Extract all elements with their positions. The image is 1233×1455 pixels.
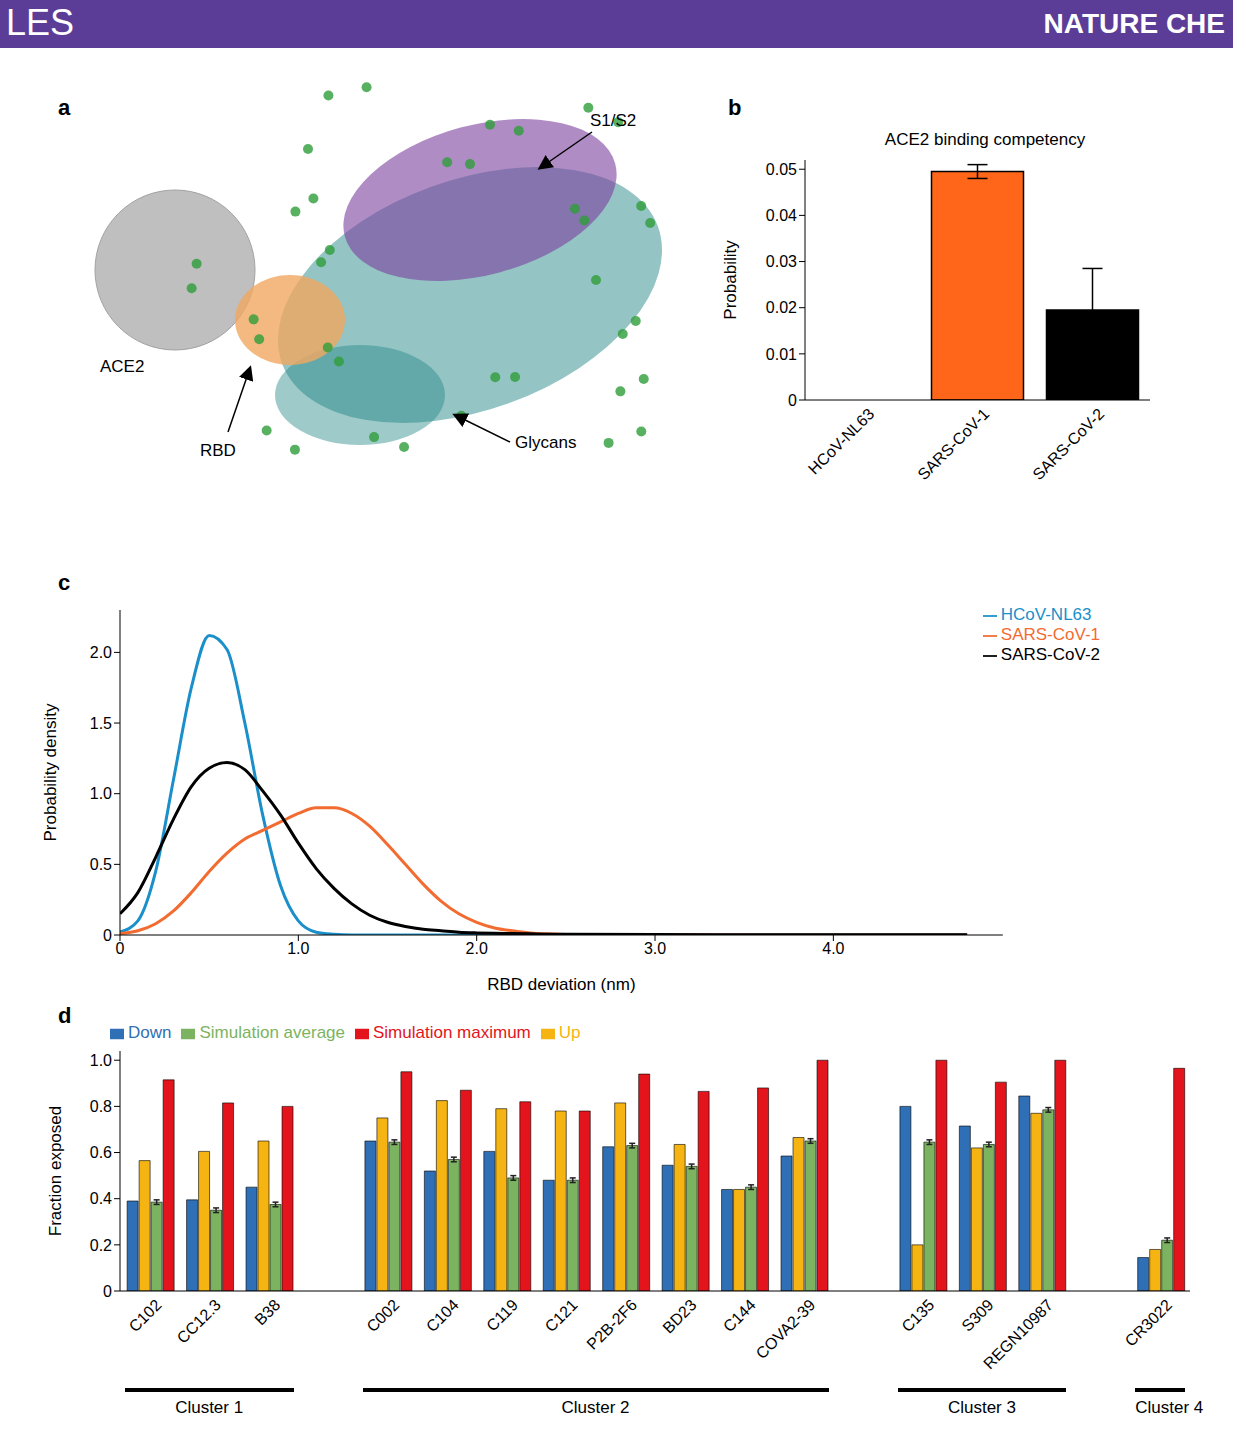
- svg-text:0: 0: [788, 392, 797, 409]
- svg-text:1.0: 1.0: [90, 785, 112, 802]
- html-text:SARS-CoV-1: SARS-CoV-1: [1000, 625, 1100, 644]
- svg-text:HCoV-NL63: HCoV-NL63: [805, 405, 877, 477]
- svg-text:SARS-CoV-2: SARS-CoV-2: [1029, 405, 1107, 483]
- html-text:d: d: [58, 1003, 72, 1028]
- html-text:LES: LES: [6, 2, 74, 43]
- svg-text:SARS-CoV-1: SARS-CoV-1: [914, 405, 992, 483]
- html-text:Cluster 3: Cluster 3: [947, 1398, 1016, 1417]
- html-text:Up: Up: [558, 1023, 581, 1042]
- svg-text:0.5: 0.5: [90, 856, 112, 873]
- svg-text:P2B-2F6: P2B-2F6: [583, 1296, 640, 1353]
- svg-text:4.0: 4.0: [822, 940, 844, 957]
- svg-text:0.8: 0.8: [90, 1098, 112, 1115]
- svg-text:0: 0: [116, 940, 125, 957]
- svg-text:BD23: BD23: [659, 1296, 699, 1336]
- html-text:ACE2 binding competency: ACE2 binding competency: [884, 130, 1086, 149]
- svg-text:RBD: RBD: [200, 441, 236, 460]
- svg-text:0.01: 0.01: [766, 346, 797, 363]
- svg-text:0: 0: [103, 1283, 112, 1300]
- svg-text:C144: C144: [720, 1296, 759, 1335]
- svg-text:0.04: 0.04: [766, 207, 797, 224]
- svg-text:2.0: 2.0: [466, 940, 488, 957]
- html-text:Cluster 2: Cluster 2: [561, 1398, 630, 1417]
- html-text:b: b: [728, 95, 742, 120]
- html-text:HCoV-NL63: HCoV-NL63: [1000, 605, 1092, 624]
- svg-text:RBD deviation (nm): RBD deviation (nm): [487, 975, 635, 994]
- html-text:NATURE CHE: NATURE CHE: [1043, 8, 1225, 39]
- html-text:c: c: [58, 570, 71, 595]
- svg-text:0: 0: [103, 927, 112, 944]
- html-text:Cluster 1: Cluster 1: [175, 1398, 244, 1417]
- svg-text:0.03: 0.03: [766, 253, 797, 270]
- svg-text:C102: C102: [126, 1296, 165, 1335]
- svg-text:1.0: 1.0: [90, 1052, 112, 1069]
- svg-text:C119: C119: [483, 1296, 521, 1334]
- svg-text:ACE2: ACE2: [100, 357, 144, 376]
- svg-text:C104: C104: [423, 1296, 462, 1335]
- svg-text:0.6: 0.6: [90, 1144, 112, 1161]
- svg-text:S309: S309: [958, 1296, 997, 1335]
- svg-text:C121: C121: [542, 1296, 581, 1335]
- svg-text:S1/S2: S1/S2: [590, 111, 636, 130]
- svg-text:Probability: Probability: [721, 240, 740, 320]
- svg-text:1.0: 1.0: [287, 940, 309, 957]
- svg-text:1.5: 1.5: [90, 715, 112, 732]
- svg-text:0.4: 0.4: [90, 1190, 112, 1207]
- svg-text:B38: B38: [251, 1296, 283, 1328]
- svg-text:CR3022: CR3022: [1122, 1296, 1176, 1350]
- html-text:Simulation average: Simulation average: [199, 1023, 345, 1042]
- svg-text:Glycans: Glycans: [515, 433, 576, 452]
- svg-text:0.2: 0.2: [90, 1237, 112, 1254]
- svg-text:COVA2-39: COVA2-39: [753, 1296, 819, 1362]
- html-text:Down: Down: [128, 1023, 172, 1042]
- html-text:Simulation maximum: Simulation maximum: [373, 1023, 531, 1042]
- svg-text:Probability density: Probability density: [41, 703, 60, 841]
- svg-text:Fraction exposed: Fraction exposed: [46, 1106, 65, 1236]
- svg-text:0.05: 0.05: [766, 161, 797, 178]
- svg-text:C002: C002: [363, 1296, 402, 1335]
- svg-text:C135: C135: [898, 1296, 937, 1335]
- html-text:a: a: [58, 95, 71, 120]
- svg-text:3.0: 3.0: [644, 940, 666, 957]
- svg-text:REGN10987: REGN10987: [980, 1296, 1056, 1372]
- svg-text:0.02: 0.02: [766, 299, 797, 316]
- html-text:Cluster 4: Cluster 4: [1135, 1398, 1204, 1417]
- svg-text:2.0: 2.0: [90, 644, 112, 661]
- html-text:SARS-CoV-2: SARS-CoV-2: [1000, 645, 1100, 664]
- svg-text:CC12.3: CC12.3: [174, 1296, 224, 1346]
